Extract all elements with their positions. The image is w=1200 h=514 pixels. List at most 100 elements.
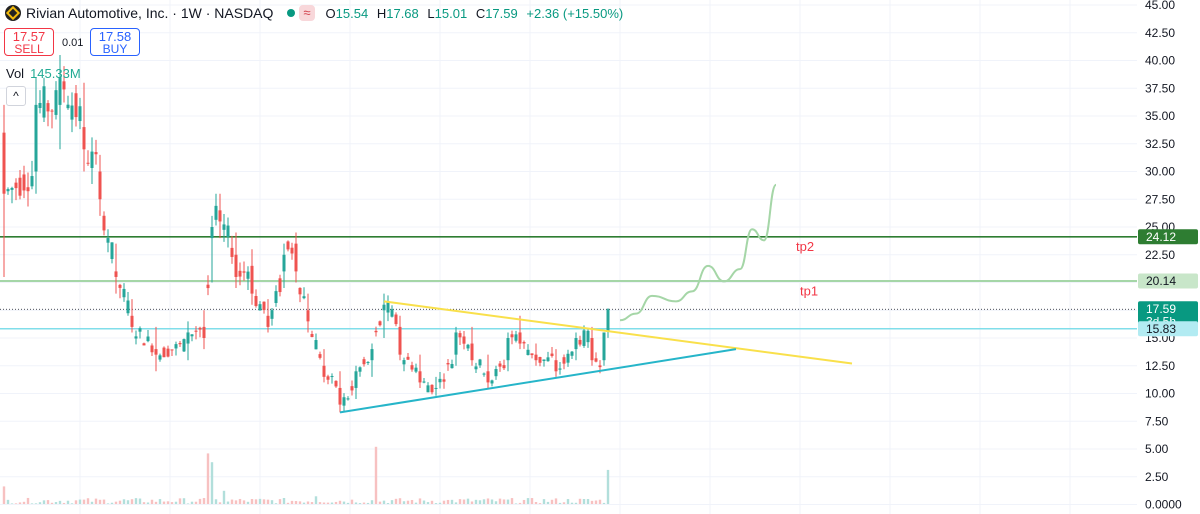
close-label: C bbox=[475, 5, 486, 21]
candle-body bbox=[150, 345, 154, 353]
open-label: O bbox=[325, 5, 336, 21]
volume-bar bbox=[506, 499, 510, 504]
volume-bar bbox=[330, 502, 334, 504]
buy-button[interactable]: 17.58 BUY bbox=[90, 28, 140, 56]
volume-bar bbox=[214, 499, 218, 504]
candle-body bbox=[422, 381, 426, 383]
chart-grid bbox=[0, 0, 1137, 514]
volume-bar bbox=[538, 503, 542, 504]
price-tick: 32.50 bbox=[1145, 137, 1175, 151]
candle-body bbox=[190, 334, 194, 337]
volume-bar bbox=[594, 500, 598, 504]
volume-bar bbox=[306, 501, 310, 504]
volume-bar bbox=[278, 499, 282, 504]
volume-bar bbox=[482, 499, 486, 504]
volume-bar bbox=[98, 499, 102, 504]
volume-bar bbox=[554, 498, 558, 504]
candle-body bbox=[170, 349, 174, 351]
volume-label: Vol bbox=[6, 66, 25, 81]
volume-bar bbox=[398, 498, 402, 504]
volume-bar bbox=[470, 501, 474, 504]
drawings[interactable]: tp2 tp1 bbox=[339, 183, 853, 414]
candle-body bbox=[542, 359, 546, 362]
candle-body bbox=[266, 315, 270, 327]
candle-body bbox=[598, 365, 602, 368]
candle-body bbox=[226, 225, 230, 237]
candle-body bbox=[606, 309, 610, 333]
volume-bar bbox=[230, 499, 234, 504]
candle-body bbox=[338, 387, 342, 405]
candle-body bbox=[134, 336, 138, 339]
candle-body bbox=[426, 385, 430, 393]
collapse-chevron-icon[interactable]: ^ bbox=[6, 86, 26, 106]
candle-body bbox=[562, 357, 566, 364]
candle-body bbox=[550, 353, 554, 356]
price-tick: 12.50 bbox=[1145, 359, 1175, 373]
candle-body bbox=[42, 86, 46, 118]
candle-body bbox=[206, 284, 210, 289]
buy-price: 17.58 bbox=[98, 29, 132, 44]
volume-bar bbox=[210, 462, 214, 504]
volume-bar bbox=[402, 501, 406, 504]
candle-body bbox=[522, 342, 526, 344]
volume-bar bbox=[190, 501, 194, 504]
candle-body bbox=[90, 151, 94, 168]
projection-path bbox=[619, 183, 777, 322]
volume-bar bbox=[442, 500, 446, 504]
lower-trendline bbox=[339, 348, 737, 414]
volume-bar bbox=[434, 503, 438, 504]
change-value: +2.36 (+15.50%) bbox=[526, 5, 624, 21]
candle-body bbox=[462, 336, 466, 344]
volume-bar bbox=[426, 502, 430, 504]
candle-body bbox=[82, 127, 86, 150]
volume-bar bbox=[446, 499, 450, 504]
candle-body bbox=[486, 371, 490, 383]
volume-bar bbox=[362, 502, 366, 504]
candle-body bbox=[318, 354, 322, 358]
candle-body bbox=[78, 106, 82, 122]
volume-bar bbox=[358, 503, 362, 504]
volume-bar bbox=[110, 502, 114, 504]
volume-bar bbox=[326, 502, 330, 504]
symbol-title[interactable]: Rivian Automotive, Inc. · 1W · NASDAQ bbox=[26, 5, 274, 21]
price-axis[interactable]: 45.00 42.50 40.00 37.50 35.00 32.50 30.00 27.50… bbox=[1137, 0, 1200, 514]
candle-body bbox=[130, 315, 134, 327]
volume-bar bbox=[298, 501, 302, 504]
volume-bar bbox=[494, 501, 498, 504]
volume-bar bbox=[46, 500, 50, 504]
volume-bar bbox=[282, 497, 286, 504]
volume-bar bbox=[182, 498, 186, 504]
candle-body bbox=[502, 365, 506, 369]
tp2-price-label bbox=[1138, 229, 1198, 245]
sell-price: 17.57 bbox=[12, 29, 46, 44]
candle-body bbox=[514, 334, 518, 341]
volume-bar bbox=[534, 501, 538, 504]
volume-bar bbox=[322, 502, 326, 504]
candle-body bbox=[250, 265, 254, 294]
candle-body bbox=[10, 187, 14, 190]
candle-body bbox=[394, 314, 398, 325]
volume-bar bbox=[134, 498, 138, 504]
volume-bar bbox=[242, 500, 246, 504]
volume-bar bbox=[342, 501, 346, 504]
wave-icon[interactable]: ≈ bbox=[299, 5, 315, 21]
volume-bar bbox=[574, 502, 578, 504]
volume-bar bbox=[158, 499, 162, 504]
price-tick: 2.50 bbox=[1145, 470, 1169, 484]
volume-bar bbox=[370, 500, 374, 504]
market-status-icon[interactable] bbox=[287, 9, 296, 17]
tp2-price-text: 24.12 bbox=[1146, 230, 1176, 244]
price-tick: 45.00 bbox=[1145, 0, 1175, 12]
close-value: 17.59 bbox=[485, 5, 518, 21]
volume-bar bbox=[94, 498, 98, 504]
sell-button[interactable]: 17.57 SELL bbox=[4, 28, 54, 56]
tp1-price-label bbox=[1138, 273, 1198, 289]
volume-bar bbox=[366, 502, 370, 504]
volume-bar bbox=[386, 503, 390, 504]
candle-body bbox=[118, 284, 122, 288]
candle-body bbox=[238, 270, 242, 277]
volume-bar bbox=[86, 498, 90, 504]
candle-body bbox=[182, 339, 186, 352]
candle-body bbox=[306, 310, 310, 322]
